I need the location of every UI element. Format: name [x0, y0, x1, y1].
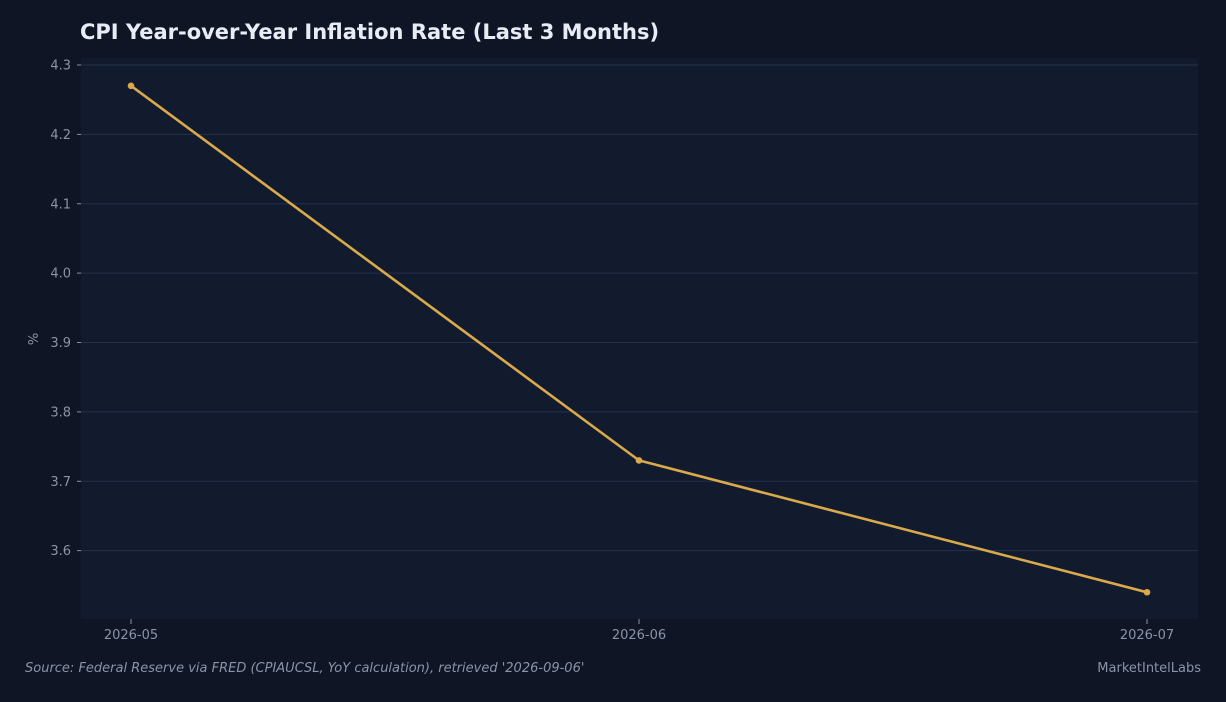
- y-tick-label: 4.2: [50, 128, 71, 143]
- chart-title: CPI Year-over-Year Inflation Rate (Last …: [80, 20, 660, 44]
- source-note: Source: Federal Reserve via FRED (CPIAUC…: [25, 661, 585, 676]
- data-point: [635, 457, 643, 464]
- x-tick-label: 2026-07: [1120, 628, 1174, 643]
- series-layer: [127, 82, 1151, 596]
- x-tick-label: 2026-05: [104, 628, 158, 643]
- y-tick-label: 3.9: [50, 336, 71, 351]
- x-axis-ticks: 2026-05 2026-06 2026-07: [104, 619, 1174, 643]
- gridlines: [81, 64, 1198, 552]
- y-tick-label: 3.6: [50, 544, 71, 559]
- x-tick-label: 2026-06: [612, 628, 666, 643]
- y-axis-ticks: 3.6 3.7 3.8 3.9 4.0 4.1 4.2 4.3: [50, 59, 81, 559]
- data-point: [127, 82, 135, 90]
- plot-area: [81, 58, 1198, 619]
- y-tick-label: 4.3: [50, 59, 71, 74]
- brand-label: MarketIntelLabs: [1097, 661, 1201, 676]
- y-tick-label: 4.1: [50, 197, 71, 212]
- y-tick-label: 4.0: [50, 267, 71, 282]
- y-tick-label: 3.7: [50, 475, 71, 490]
- y-axis-label: %: [27, 333, 42, 345]
- y-tick-label: 3.8: [50, 405, 71, 420]
- data-point: [1143, 588, 1151, 596]
